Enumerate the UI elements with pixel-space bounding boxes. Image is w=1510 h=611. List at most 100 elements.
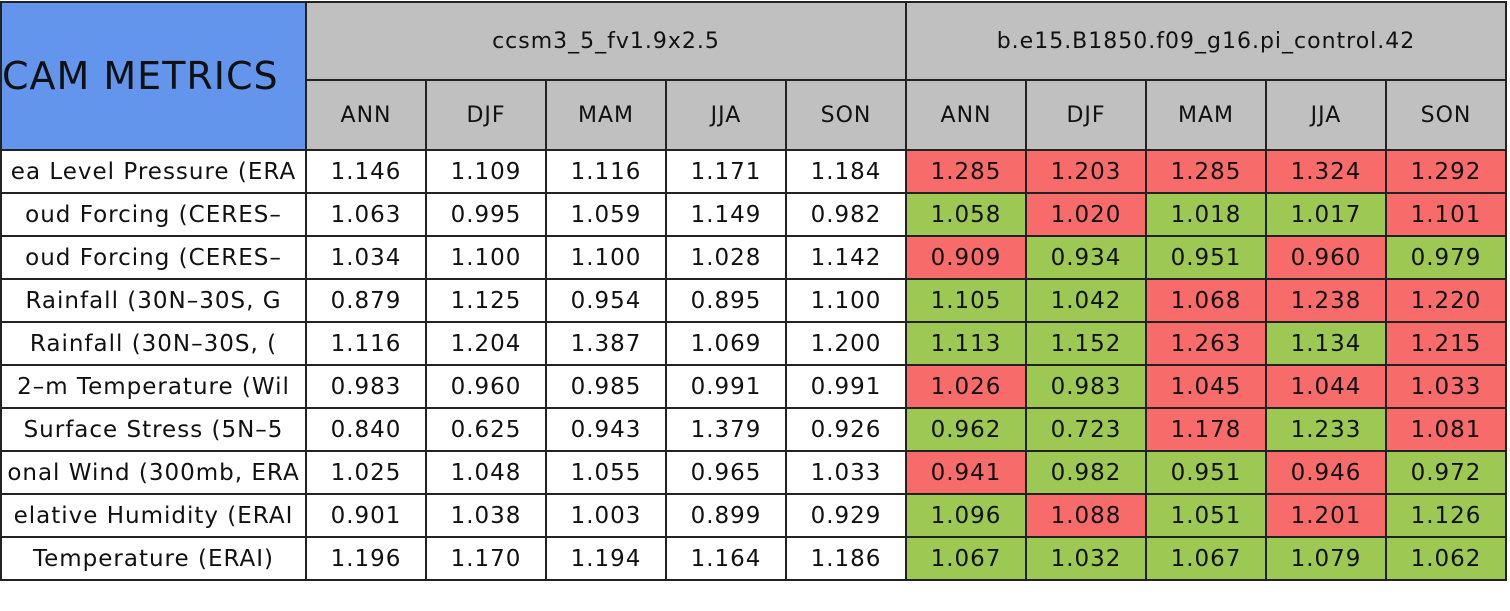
metric-value: 1.203 — [1025, 149, 1147, 194]
season-header: SON — [785, 79, 907, 151]
metrics-table: CAM METRICS ccsm3_5_fv1.9x2.5 b.e15.B1850.… — [0, 1, 1507, 581]
table-row: elative Humidity (ERAI 0.901 1.038 1.003 0.8… — [0, 493, 1507, 538]
table-row: CAM METRICS ccsm3_5_fv1.9x2.5 b.e15.B1850.… — [0, 1, 1507, 151]
row-label: elative Humidity (ERAI — [0, 493, 307, 538]
metric-value: 1.058 — [905, 192, 1027, 237]
table-row: oud Forcing (CERES– 1.034 1.100 1.100 1.028 1… — [0, 235, 1507, 280]
metric-value: 0.895 — [665, 278, 787, 323]
row-label: Rainfall (30N–30S, ( — [0, 321, 307, 366]
metric-value: 0.983 — [305, 364, 427, 409]
metric-value: 1.045 — [1145, 364, 1267, 409]
metric-value: 0.962 — [905, 407, 1027, 452]
metric-value: 1.220 — [1385, 278, 1507, 323]
table-row: Surface Stress (5N–5 0.840 0.625 0.943 1.379… — [0, 407, 1507, 452]
case-header: b.e15.B1850.f09_g16.pi_control.42 — [905, 1, 1507, 81]
metric-value: 1.126 — [1385, 493, 1507, 538]
metric-value: 1.100 — [545, 235, 667, 280]
metric-value: 1.048 — [425, 450, 547, 495]
metric-value: 1.152 — [1025, 321, 1147, 366]
metric-value: 0.983 — [1025, 364, 1147, 409]
metric-value: 1.285 — [905, 149, 1027, 194]
table-row: ANN DJF MAM JJA SON ANN DJF MAM JJA SON — [1, 79, 1507, 151]
row-label: onal Wind (300mb, ERA — [0, 450, 307, 495]
row-label: Rainfall (30N–30S, G — [0, 278, 307, 323]
metric-value: 1.063 — [305, 192, 427, 237]
metric-value: 0.972 — [1385, 450, 1507, 495]
table-row: onal Wind (300mb, ERA 1.025 1.048 1.055 0.96… — [0, 450, 1507, 495]
table-row: Temperature (ERAI) 1.196 1.170 1.194 1.164 1.… — [0, 536, 1507, 581]
metric-value: 0.946 — [1265, 450, 1387, 495]
metric-value: 0.899 — [665, 493, 787, 538]
metric-value: 1.028 — [665, 235, 787, 280]
metric-value: 0.991 — [785, 364, 907, 409]
metric-value: 1.178 — [1145, 407, 1267, 452]
metric-value: 1.194 — [545, 536, 667, 581]
metric-value: 0.982 — [1025, 450, 1147, 495]
table-row: 2–m Temperature (Wil 0.983 0.960 0.985 0.991… — [0, 364, 1507, 409]
season-header: SON — [1385, 79, 1507, 151]
metric-value: 1.263 — [1145, 321, 1267, 366]
metric-value: 1.387 — [545, 321, 667, 366]
metric-value: 0.625 — [425, 407, 547, 452]
metric-value: 1.088 — [1025, 493, 1147, 538]
metric-value: 1.105 — [905, 278, 1027, 323]
metric-value: 1.116 — [545, 149, 667, 194]
metric-value: 0.901 — [305, 493, 427, 538]
metric-value: 1.025 — [305, 450, 427, 495]
metric-value: 1.113 — [905, 321, 1027, 366]
metric-value: 1.032 — [1025, 536, 1147, 581]
metric-value: 1.171 — [665, 149, 787, 194]
metric-value: 1.100 — [785, 278, 907, 323]
metric-value: 1.003 — [545, 493, 667, 538]
metric-value: 1.034 — [305, 235, 427, 280]
metric-value: 1.051 — [1145, 493, 1267, 538]
metric-value: 0.943 — [545, 407, 667, 452]
metric-value: 1.081 — [1385, 407, 1507, 452]
table-row: ea Level Pressure (ERA 1.146 1.109 1.116 1.1… — [0, 149, 1507, 194]
season-header: JJA — [1265, 79, 1387, 151]
metric-value: 1.196 — [305, 536, 427, 581]
table-row: Rainfall (30N–30S, G 0.879 1.125 0.954 0.895… — [0, 278, 1507, 323]
metric-value: 0.954 — [545, 278, 667, 323]
metric-value: 0.840 — [305, 407, 427, 452]
metric-value: 1.038 — [425, 493, 547, 538]
metric-value: 0.960 — [425, 364, 547, 409]
row-label: 2–m Temperature (Wil — [0, 364, 307, 409]
metric-value: 0.951 — [1145, 450, 1267, 495]
season-header: ANN — [305, 79, 427, 151]
metric-value: 1.233 — [1265, 407, 1387, 452]
metric-value: 1.184 — [785, 149, 907, 194]
metric-value: 1.017 — [1265, 192, 1387, 237]
metric-value: 1.055 — [545, 450, 667, 495]
metric-value: 0.929 — [785, 493, 907, 538]
metric-value: 0.909 — [905, 235, 1027, 280]
metric-value: 1.149 — [665, 192, 787, 237]
table-title: CAM METRICS — [0, 1, 307, 151]
metric-value: 0.941 — [905, 450, 1027, 495]
metric-value: 1.146 — [305, 149, 427, 194]
metric-value: 1.204 — [425, 321, 547, 366]
metric-value: 1.116 — [305, 321, 427, 366]
metric-value: 0.995 — [425, 192, 547, 237]
row-label: oud Forcing (CERES– — [0, 235, 307, 280]
season-header: MAM — [1145, 79, 1267, 151]
metric-value: 0.934 — [1025, 235, 1147, 280]
metric-value: 0.965 — [665, 450, 787, 495]
metric-value: 1.079 — [1265, 536, 1387, 581]
metric-value: 1.285 — [1145, 149, 1267, 194]
metric-value: 1.215 — [1385, 321, 1507, 366]
season-header: DJF — [1025, 79, 1147, 151]
metric-value: 0.979 — [1385, 235, 1507, 280]
metric-value: 1.062 — [1385, 536, 1507, 581]
metric-value: 1.142 — [785, 235, 907, 280]
metric-value: 1.200 — [785, 321, 907, 366]
metric-value: 1.020 — [1025, 192, 1147, 237]
metric-value: 1.134 — [1265, 321, 1387, 366]
row-label: oud Forcing (CERES– — [0, 192, 307, 237]
row-label: Temperature (ERAI) — [0, 536, 307, 581]
metric-value: 0.985 — [545, 364, 667, 409]
metric-value: 1.109 — [425, 149, 547, 194]
metric-value: 1.033 — [1385, 364, 1507, 409]
metric-value: 0.723 — [1025, 407, 1147, 452]
metric-value: 1.292 — [1385, 149, 1507, 194]
